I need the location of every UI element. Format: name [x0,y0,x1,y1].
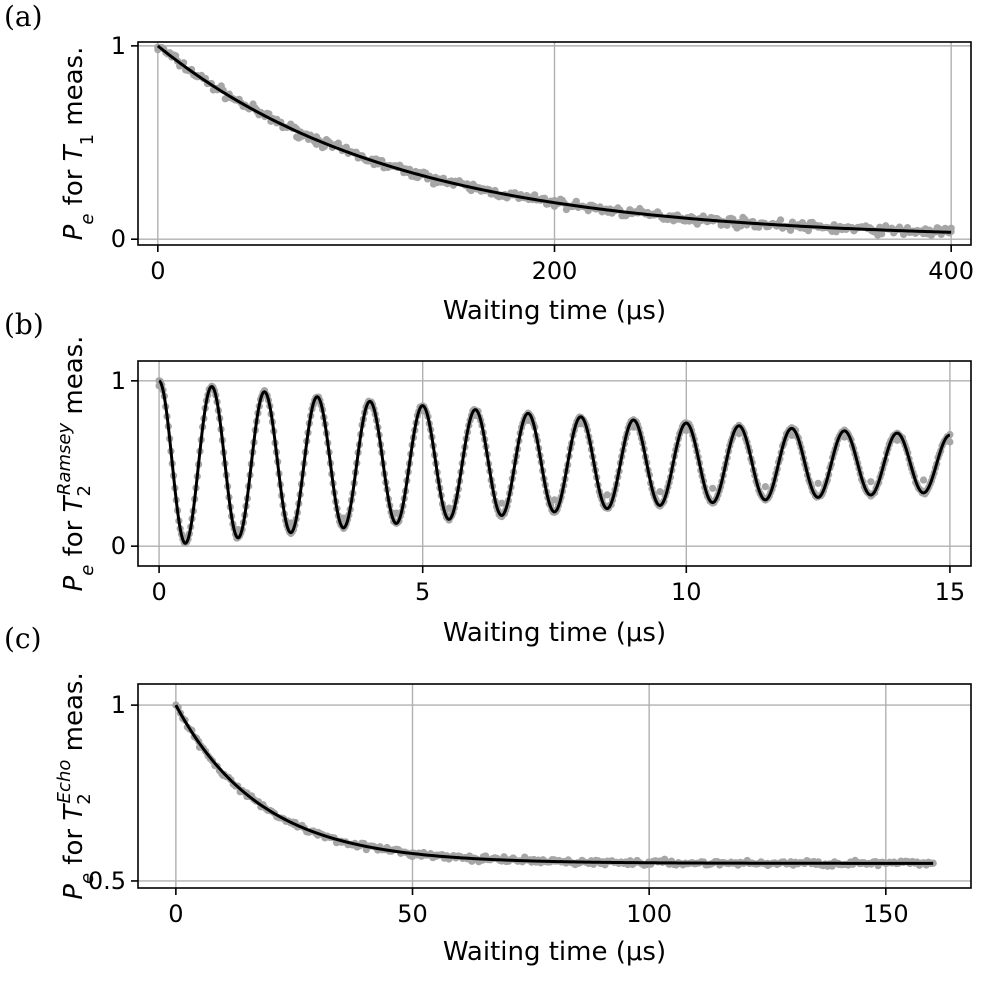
panel-a-ylabel-end: meas. [59,47,89,134]
panel-b-data-point-626 [814,479,822,487]
panel-c-ylabel-psub: e [77,873,98,884]
panel-c-ylabel: Pe for T2Echo meas. [54,672,98,899]
panel-a-data-point-287 [723,221,731,229]
panel-b-data-point-614 [498,499,506,507]
panel-b-ylabel: Pe for T2Ramsey meas. [54,336,98,592]
panel-c-ylabel-end: meas. [59,672,89,759]
panel-b-grid [138,361,971,566]
panel-b-xtick-label-3: 15 [935,578,966,606]
panel-a-xtick-label-2: 400 [928,257,974,285]
panel-b-data-point-629 [893,436,901,444]
panel-a-grid [138,42,971,245]
panel-b-data-point-620 [656,488,664,496]
panel-c-xtick-label-0: 0 [168,900,183,928]
panel-a-data-point-314 [777,216,785,224]
panel-b-data-point-618 [603,491,611,499]
panel-b-data-point-604 [234,526,242,534]
panel-b-ylabel-psub: e [77,565,98,576]
panel-b-ylabel-mid: for [59,512,89,564]
panel-a: (a) 0 200 400 0 1 Waiting time (μs) Pe for T… [4,0,974,326]
panel-a-ylabel-mid: for [59,161,89,213]
panel-b-ytick-label-0: 0 [111,532,126,560]
panel-c-label: (c) [4,622,42,655]
panel-b-data-point-630 [919,476,928,484]
panel-b: (b) 0 5 10 15 0 1 Waiting time (μs) Pe for T2… [4,308,972,648]
panel-c-ylabel-tsup: Echo [54,760,75,804]
panel-c-ylabel-t: T [59,803,89,821]
panel-c-ylabel-tsub: 2 [74,793,95,804]
panel-b-data-point-627 [840,433,849,441]
panel-b-data-point-621 [682,426,690,435]
panel-c-ylabel-mid: for [59,821,89,873]
panel-c-xtick-label-2: 100 [626,900,672,928]
panel-a-ylabel-t: T [59,143,89,161]
panel-a-ticks: 0 200 400 0 1 [111,32,974,285]
panel-b-ylabel-end: meas. [59,336,89,423]
panel-b-xtick-label-0: 0 [151,578,166,606]
panel-b-points [155,377,954,547]
panel-c-points [172,701,937,870]
panel-b-data-point-624 [761,483,769,491]
panel-b-xtick-label-2: 10 [671,578,702,606]
panel-c-fit-curve [174,704,934,865]
panel-a-data-point-294 [737,222,745,230]
panel-b-data-point-615 [524,416,532,425]
panel-c-xtick-label-3: 150 [863,900,909,928]
panel-b-ylabel-p: P [59,575,89,591]
panel-b-data-point-631 [946,438,954,446]
panel-b-data-point-616 [550,496,559,504]
panel-c-ticks: 0 50 100 150 0.5 1 [88,691,909,928]
panel-a-ytick-label-1: 1 [111,32,126,60]
panel-b-fit-curve [158,379,951,545]
panel-a-ylabel: Pe for T1 meas. [59,47,98,241]
panel-b-data-point-628 [867,478,875,486]
panel-b-data-point-610 [392,509,400,517]
panel-c-xtick-label-1: 50 [397,900,428,928]
panel-b-ylabel-t: T [59,494,89,512]
panel-b-ticks: 0 5 10 15 0 1 [111,367,965,606]
panel-a-ylabel-tsub: 1 [77,134,98,145]
panel-c-xlabel: Waiting time (μs) [443,937,666,967]
panel-a-ylabel-psub: e [77,214,98,225]
panel-b-ylabel-tsup: Ramsey [54,423,75,496]
panel-b-ylabel-tsub: 2 [74,485,95,496]
panel-a-xtick-label-1: 200 [532,257,578,285]
panel-b-label: (b) [4,308,44,341]
panel-c-grid [138,684,971,888]
panel-a-data-point-328 [804,227,812,235]
panel-b-ytick-label-1: 1 [111,367,126,395]
panel-c-ytick-label-0: 0.5 [88,867,126,895]
panel-a-xlabel: Waiting time (μs) [443,296,666,326]
panel-b-data-point-623 [735,430,743,438]
panel-a-fit-curve [156,44,952,234]
panel-a-xtick-label-0: 0 [150,257,165,285]
panel-b-axes-frame [137,360,972,567]
panel-c-ylabel-p: P [59,884,89,900]
panel-b-data-point-606 [287,519,295,527]
panel-b-xlabel: Waiting time (μs) [443,618,666,648]
panel-b-data-point-622 [709,484,717,492]
panel-c: (c) 0 50 100 150 0.5 1 Waiting time (μs) Pe f… [4,622,972,967]
panel-b-data-point-608 [340,514,348,522]
panel-c-ytick-label-1: 1 [111,691,126,719]
panel-a-label: (a) [4,0,43,33]
panel-b-data-point-625 [788,431,796,439]
panel-b-data-point-619 [629,423,638,431]
panel-b-data-point-617 [577,420,585,428]
panel-a-ylabel-p: P [59,224,89,240]
panel-b-data-point-612 [445,504,453,512]
panel-b-xtick-label-1: 5 [415,578,430,606]
panel-c-axes-frame [137,683,972,889]
panel-a-ytick-label-0: 0 [111,225,126,253]
